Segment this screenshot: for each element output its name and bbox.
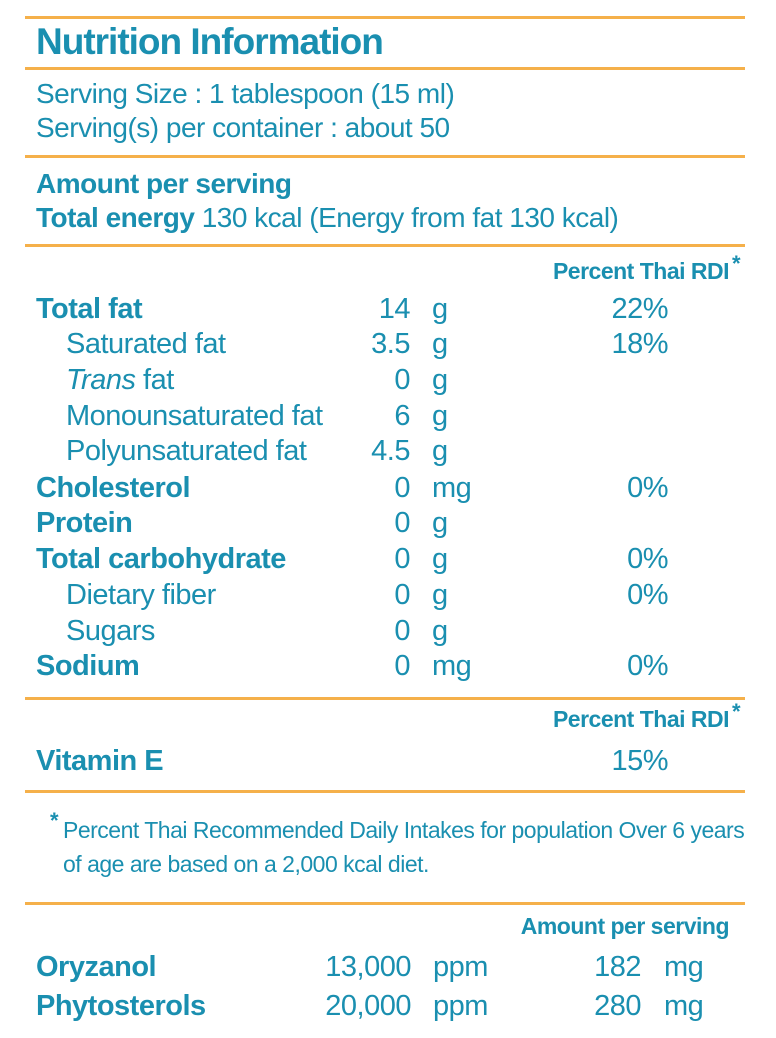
nutrient-unit: mg: [432, 472, 472, 504]
extra-ppm: 20,000: [325, 990, 411, 1022]
nutrient-unit: g: [432, 507, 448, 539]
nutrient-amount: 0: [394, 650, 410, 682]
nutrient-amount: 3.5: [371, 328, 410, 360]
serving-size: Serving Size : 1 tablespoon (15 ml): [36, 78, 455, 109]
nutrient-amount: 0: [394, 579, 410, 611]
rdi-header-vitamin: Percent Thai RDI: [552, 706, 730, 732]
nutrient-rdi: 0%: [627, 650, 668, 682]
nutrient-name: Total carbohydrate: [36, 543, 286, 575]
nutrient-name: Trans fat: [66, 366, 174, 395]
extra-amount: 182: [594, 951, 641, 983]
servings-per-container: Serving(s) per container : about 50: [36, 112, 450, 143]
nutrient-unit: mg: [432, 650, 472, 682]
total-energy-label: Total energy: [36, 202, 195, 233]
nutrient-rdi: 22%: [611, 293, 668, 325]
nutrient-unit: g: [432, 293, 448, 325]
amount-per-serving-label: Amount per serving: [36, 168, 292, 199]
vitamin-rdi: 15%: [611, 745, 668, 777]
nutrient-unit: g: [432, 328, 448, 360]
nutrient-amount: 0: [394, 543, 410, 575]
rule-under-title: [25, 67, 745, 70]
nutrient-name: Polyunsaturated fat: [66, 435, 307, 467]
nutrient-name: Monounsaturated fat: [66, 400, 323, 432]
nutrient-unit: g: [432, 615, 448, 647]
nutrient-unit: g: [432, 543, 448, 575]
extra-name: Phytosterols: [36, 990, 206, 1022]
rdi-asterisk: *: [732, 251, 741, 276]
rdi-header: Percent Thai RDI: [552, 258, 730, 284]
nutrient-name: Saturated fat: [66, 328, 226, 360]
nutrient-amount: 0: [394, 507, 410, 539]
nutrient-amount: 14: [378, 293, 411, 325]
extra-unit: mg: [664, 951, 704, 983]
nutrient-name: Cholesterol: [36, 472, 191, 504]
page-title: Nutrition Information: [36, 21, 384, 62]
nutrient-amount: 0: [394, 615, 410, 647]
nutrient-name: Sugars: [66, 615, 155, 647]
extra-unit: mg: [664, 990, 704, 1022]
nutrient-name: Total fat: [36, 293, 143, 325]
extras-header: Amount per serving: [520, 913, 730, 939]
nutrient-amount: 4.5: [371, 435, 410, 467]
extra-amount: 280: [594, 990, 641, 1022]
nutrient-name-rest: fat: [135, 364, 174, 396]
nutrient-unit: g: [432, 579, 448, 611]
rule-above-extras: [25, 902, 745, 905]
nutrient-amount: 0: [394, 364, 410, 396]
footnote: Percent Thai Recommended Daily Intakes f…: [63, 817, 745, 877]
nutrient-rdi: 0%: [627, 543, 668, 575]
nutrient-name: Dietary fiber: [66, 579, 216, 611]
rule-top: [25, 16, 745, 19]
rule-under-nutrients: [25, 697, 745, 700]
footnote-asterisk: *: [50, 808, 59, 833]
rule-under-vitamin: [25, 790, 745, 793]
nutrient-unit: g: [432, 400, 448, 432]
rdi-asterisk-vitamin: *: [732, 699, 741, 724]
rule-under-serving: [25, 155, 745, 158]
extra-ppm: 13,000: [325, 951, 411, 983]
extra-name: Oryzanol: [36, 951, 157, 983]
nutrient-unit: g: [432, 364, 448, 396]
nutrient-amount: 6: [394, 400, 410, 432]
vitamin-name: Vitamin E: [36, 745, 164, 777]
total-energy-value: 130 kcal (Energy from fat 130 kcal): [201, 202, 619, 233]
nutrient-rdi: 0%: [627, 472, 668, 504]
nutrient-name: Protein: [36, 507, 133, 539]
nutrient-amount: 0: [394, 472, 410, 504]
extra-ppm-unit: ppm: [433, 951, 488, 983]
extra-ppm-unit: ppm: [433, 990, 488, 1022]
nutrient-name: Sodium: [36, 650, 140, 682]
rule-under-energy: [25, 244, 745, 247]
nutrient-name-italic: Trans: [66, 364, 136, 396]
nutrient-rdi: 0%: [627, 579, 668, 611]
nutrient-unit: g: [432, 435, 448, 467]
total-energy-line: Total energy 130 kcal (Energy from fat 1…: [36, 202, 619, 233]
nutrient-rdi: 18%: [611, 328, 668, 360]
